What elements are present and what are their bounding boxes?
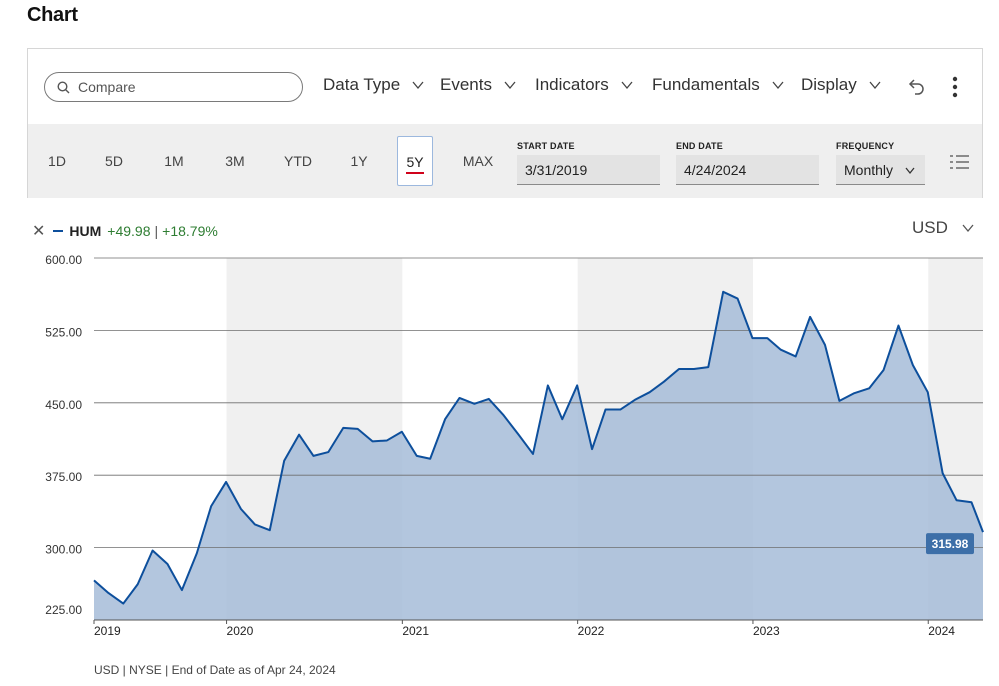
range-label: 5Y (406, 154, 424, 174)
range-label: YTD (284, 153, 312, 169)
chevron-down-icon (504, 81, 516, 89)
start-date-label: START DATE (517, 141, 575, 151)
end-date-field[interactable]: 4/24/2024 (676, 155, 819, 185)
currency-select[interactable]: USD (912, 218, 974, 238)
chevron-down-icon (905, 167, 915, 175)
range-button-max[interactable]: MAX (460, 136, 496, 186)
menu-fundamentals[interactable]: Fundamentals (652, 75, 784, 95)
compare-input[interactable] (76, 78, 276, 96)
range-label: 1Y (350, 153, 368, 169)
range-label: 1M (164, 153, 184, 169)
y-tick-label: 600.00 (45, 253, 82, 267)
range-button-1m[interactable]: 1M (156, 136, 192, 186)
series-change-percent: +18.79% (162, 223, 218, 239)
chevron-down-icon (772, 81, 784, 89)
menu-events[interactable]: Events (440, 75, 516, 95)
chevron-down-icon (412, 81, 424, 89)
list-view-icon[interactable] (950, 154, 970, 170)
frequency-select[interactable]: Monthly (836, 155, 925, 185)
frequency-value: Monthly (844, 162, 894, 178)
compare-search[interactable] (44, 72, 303, 102)
range-bar: 1D 5D 1M 3M YTD 1Y 5Y MAX START DATE 3/3… (27, 124, 983, 198)
series-area (94, 291, 983, 620)
series-ticker: HUM (69, 223, 102, 239)
range-button-1d[interactable]: 1D (39, 136, 75, 186)
chevron-down-icon (621, 81, 633, 89)
page-title: Chart (27, 4, 78, 26)
menu-label: Indicators (535, 75, 609, 94)
last-value-badge (926, 533, 974, 555)
range-button-3m[interactable]: 3M (217, 136, 253, 186)
y-tick-label: 450.00 (45, 398, 82, 412)
chevron-down-icon (869, 81, 881, 89)
last-value-label: 315.98 (932, 537, 969, 551)
y-tick-label: 525.00 (45, 325, 82, 339)
series-line (93, 290, 984, 605)
remove-series-icon[interactable]: ✕ (32, 223, 46, 240)
range-button-5d[interactable]: 5D (96, 136, 132, 186)
x-tick-label: 2020 (227, 624, 254, 638)
range-label: 5D (105, 153, 123, 169)
range-button-5y[interactable]: 5Y (397, 136, 433, 186)
undo-icon[interactable] (907, 76, 927, 96)
range-label: 3M (225, 153, 245, 169)
x-tick-label: 2024 (928, 624, 955, 638)
start-date-field[interactable]: 3/31/2019 (517, 155, 660, 185)
search-icon (57, 80, 70, 93)
range-label: MAX (462, 153, 494, 169)
price-chart[interactable]: 600.00 525.00 450.00 375.00 300.00 225.00 2019… (0, 250, 999, 650)
chart-toolbar: Data Type Events Indicators Fundamentals… (27, 48, 983, 124)
menu-data-type[interactable]: Data Type (323, 75, 424, 95)
series-legend: ✕ HUM +49.98 | +18.79% (32, 221, 218, 241)
x-tick-label: 2021 (402, 624, 429, 638)
legend-separator: | (154, 223, 159, 239)
more-options-icon[interactable] (952, 76, 958, 98)
menu-label: Display (801, 75, 857, 94)
menu-label: Events (440, 75, 492, 94)
currency-label: USD (912, 218, 948, 237)
y-tick-label: 225.00 (45, 603, 82, 617)
y-tick-label: 375.00 (45, 470, 82, 484)
menu-label: Data Type (323, 75, 401, 94)
menu-display[interactable]: Display (801, 75, 881, 95)
chart-footnote: USD | NYSE | End of Date as of Apr 24, 2… (94, 663, 336, 677)
range-button-1y[interactable]: 1Y (341, 136, 377, 186)
x-tick-label: 2023 (753, 624, 780, 638)
end-date-label: END DATE (676, 141, 723, 151)
y-tick-label: 300.00 (45, 543, 82, 557)
x-tick-label: 2019 (94, 624, 121, 638)
range-button-ytd[interactable]: YTD (280, 136, 316, 186)
series-change: +49.98 (107, 223, 151, 239)
menu-label: Fundamentals (652, 75, 760, 94)
menu-indicators[interactable]: Indicators (535, 75, 633, 95)
frequency-label: FREQUENCY (836, 141, 895, 151)
x-tick-label: 2022 (578, 624, 605, 638)
series-swatch (53, 230, 64, 232)
range-label: 1D (48, 153, 66, 169)
chevron-down-icon (962, 224, 974, 232)
